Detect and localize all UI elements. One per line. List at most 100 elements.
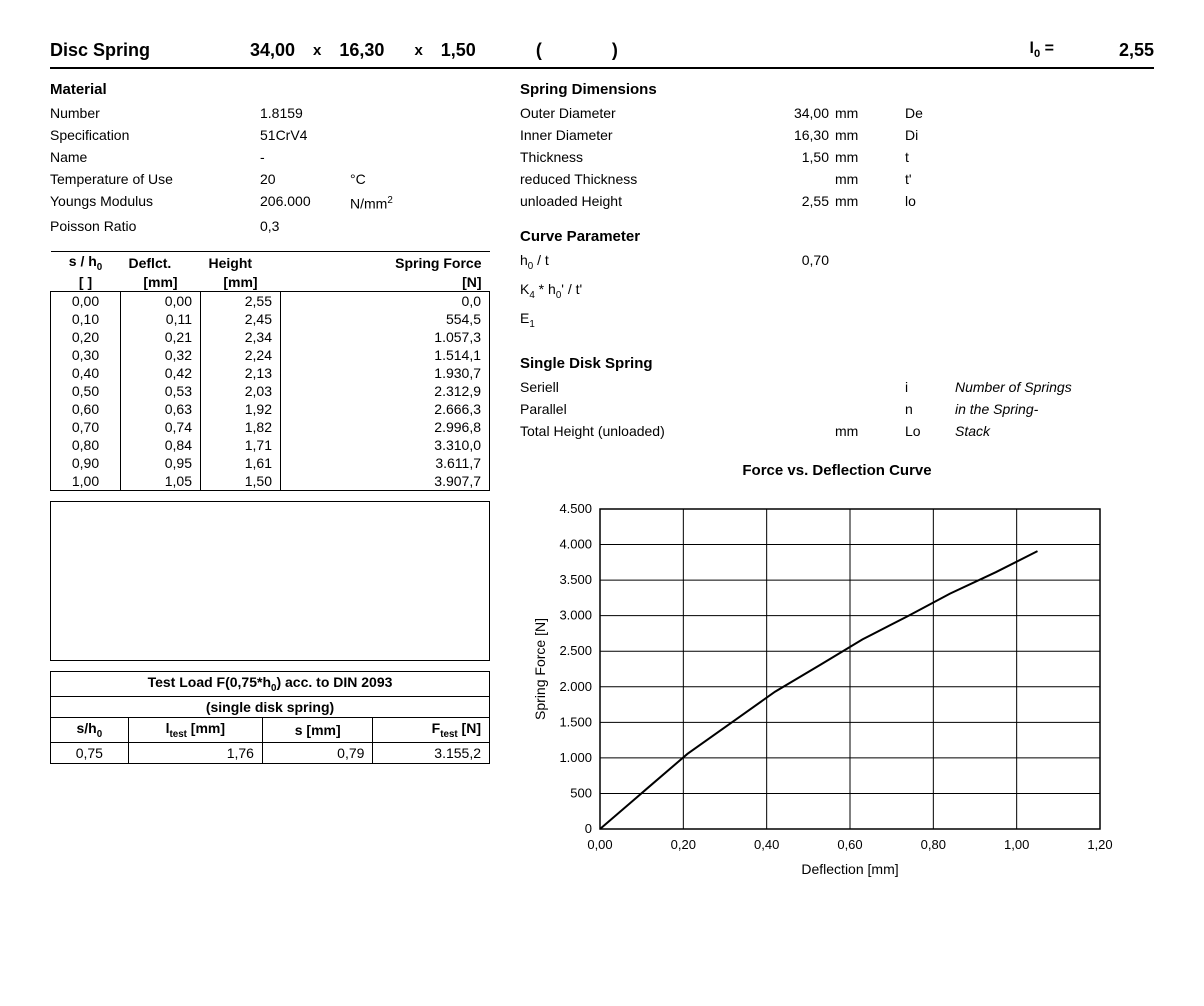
dim-symbol: t	[905, 146, 965, 168]
table-cell: 0,90	[51, 454, 121, 472]
table-cell: 0,74	[121, 418, 201, 436]
test-cell: 3.155,2	[373, 743, 490, 764]
chart-ytick: 1.000	[559, 750, 592, 765]
dim-key: unloaded Height	[520, 190, 760, 212]
test-cell: 1,76	[128, 743, 262, 764]
single-note: in the Spring-	[955, 398, 1154, 420]
material-unit	[350, 146, 420, 168]
table-cell: 2,24	[201, 346, 281, 364]
chart-ytick: 4.500	[559, 501, 592, 516]
table-cell: 1,82	[201, 418, 281, 436]
material-val: 206.000	[260, 190, 350, 215]
chart-xtick: 1,00	[1004, 837, 1029, 852]
dim-symbol: De	[905, 102, 965, 124]
cp-val	[760, 278, 835, 307]
single-key: Seriell	[520, 376, 760, 398]
table-row: 0,300,322,241.514,1	[51, 346, 490, 364]
dim-val: 34,00	[760, 102, 835, 124]
table-cell: 3.907,7	[281, 472, 490, 491]
l0-value: 2,55	[1064, 40, 1154, 61]
table-cell: 0,95	[121, 454, 201, 472]
table-cell: 0,0	[281, 292, 490, 311]
material-key: Temperature of Use	[50, 168, 260, 190]
chart-ytick: 4.000	[559, 537, 592, 552]
chart-xtick: 1,20	[1087, 837, 1112, 852]
dim-symbol: Di	[905, 124, 965, 146]
bracket-right: )	[612, 40, 618, 61]
table-cell: 1,05	[121, 472, 201, 491]
table-cell: 0,20	[51, 328, 121, 346]
chart-ytick: 3.000	[559, 608, 592, 623]
chart-ytick: 3.500	[559, 573, 592, 588]
dim-val: 2,55	[760, 190, 835, 212]
table-cell: 1,50	[201, 472, 281, 491]
single-symbol: i	[905, 376, 955, 398]
single-val	[760, 376, 835, 398]
table-unit-header: [mm]	[121, 273, 201, 292]
table-cell: 3.611,7	[281, 454, 490, 472]
material-val: 0,3	[260, 215, 350, 237]
table-cell: 0,42	[121, 364, 201, 382]
dim-val: 16,30	[760, 124, 835, 146]
material-key: Name	[50, 146, 260, 168]
table-header: s / h0	[51, 251, 121, 273]
chart-ytick: 0	[585, 821, 592, 836]
table-cell: 0,32	[121, 346, 201, 364]
table-cell: 0,00	[121, 292, 201, 311]
chart-xtick: 0,20	[671, 837, 696, 852]
table-cell: 0,40	[51, 364, 121, 382]
single-key: Total Height (unloaded)	[520, 420, 760, 442]
deflection-table: s / h0Deflct.HeightSpring Force [ ][mm][…	[50, 251, 490, 492]
table-cell: 1.514,1	[281, 346, 490, 364]
dim-thick: 1,50	[441, 40, 476, 61]
cp-key: h0 / t	[520, 249, 760, 278]
test-cell: 0,75	[51, 743, 129, 764]
chart-xtick: 0,80	[921, 837, 946, 852]
dim-symbol: t'	[905, 168, 965, 190]
dim-sep-2: x	[414, 42, 422, 59]
table-cell: 3.310,0	[281, 436, 490, 454]
cp-val: 0,70	[760, 249, 835, 278]
chart-ytick: 1.500	[559, 715, 592, 730]
table-cell: 2,03	[201, 382, 281, 400]
table-cell: 1,71	[201, 436, 281, 454]
chart-xlabel: Deflection [mm]	[801, 861, 898, 877]
test-header: s [mm]	[262, 718, 372, 743]
curve-param-heading: Curve Parameter	[520, 228, 1154, 245]
material-table: Number1.8159Specification51CrV4Name-Temp…	[50, 102, 490, 237]
table-row: 0,400,422,131.930,7	[51, 364, 490, 382]
chart-xtick: 0,00	[587, 837, 612, 852]
chart-ytick: 2.000	[559, 679, 592, 694]
single-unit	[835, 398, 875, 420]
table-cell: 2,13	[201, 364, 281, 382]
cp-key: E1	[520, 307, 760, 336]
dim-val	[760, 168, 835, 190]
dim-key: Thickness	[520, 146, 760, 168]
table-cell: 0,63	[121, 400, 201, 418]
table-cell: 1,61	[201, 454, 281, 472]
single-key: Parallel	[520, 398, 760, 420]
material-unit: °C	[350, 168, 420, 190]
single-spring-heading: Single Disk Spring	[520, 355, 1154, 372]
chart-xtick: 0,60	[837, 837, 862, 852]
table-row: 0,200,212,341.057,3	[51, 328, 490, 346]
test-load-table: Test Load F(0,75*h0) acc. to DIN 2093 (s…	[50, 671, 490, 764]
table-header: Height	[201, 251, 281, 273]
single-note: Stack	[955, 420, 1154, 442]
dim-outer: 34,00	[250, 40, 295, 61]
table-cell: 0,11	[121, 310, 201, 328]
table-cell: 0,60	[51, 400, 121, 418]
dim-val: 1,50	[760, 146, 835, 168]
table-cell: 0,70	[51, 418, 121, 436]
dim-unit: mm	[835, 102, 875, 124]
table-row: 0,900,951,613.611,7	[51, 454, 490, 472]
dim-key: Outer Diameter	[520, 102, 760, 124]
dimensions-heading: Spring Dimensions	[520, 81, 1154, 98]
dim-inner: 16,30	[339, 40, 384, 61]
single-val	[760, 420, 835, 442]
single-unit	[835, 376, 875, 398]
table-row: 0,000,002,550,0	[51, 292, 490, 311]
test-title: Test Load F(0,75*h0) acc. to DIN 2093	[51, 672, 490, 697]
table-cell: 0,50	[51, 382, 121, 400]
table-cell: 0,53	[121, 382, 201, 400]
